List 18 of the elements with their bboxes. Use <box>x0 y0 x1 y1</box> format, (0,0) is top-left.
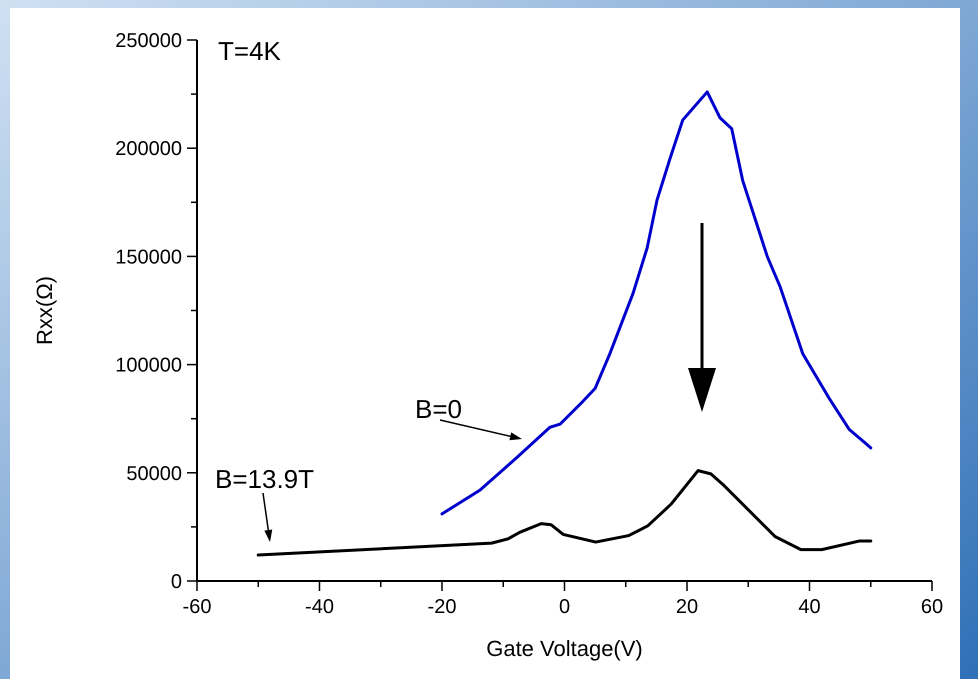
x-tick-label: -40 <box>305 596 334 618</box>
x-axis-title: Gate Voltage(V) <box>486 636 643 661</box>
y-tick-label: 150000 <box>115 246 182 268</box>
x-tick-label: 40 <box>798 596 821 618</box>
text: B=0 <box>415 394 462 424</box>
y-axis-title: Rxx(Ω) <box>32 276 57 345</box>
text: B=13.9T <box>215 464 314 494</box>
y-tick-label: 50000 <box>126 462 182 485</box>
x-tick-label: -60 <box>182 596 212 618</box>
y-tick-label: 100000 <box>115 354 182 377</box>
y-tick-label: 250000 <box>115 30 182 52</box>
y-tick-label: 200000 <box>115 138 182 160</box>
x-tick-label: -20 <box>428 596 456 618</box>
y-tick-label: 0 <box>170 571 182 593</box>
x-tick-label: 20 <box>676 596 698 618</box>
x-tick-label: 0 <box>558 596 570 618</box>
x-tick-label: 60 <box>920 596 944 618</box>
annotation: T=4K <box>218 36 282 66</box>
